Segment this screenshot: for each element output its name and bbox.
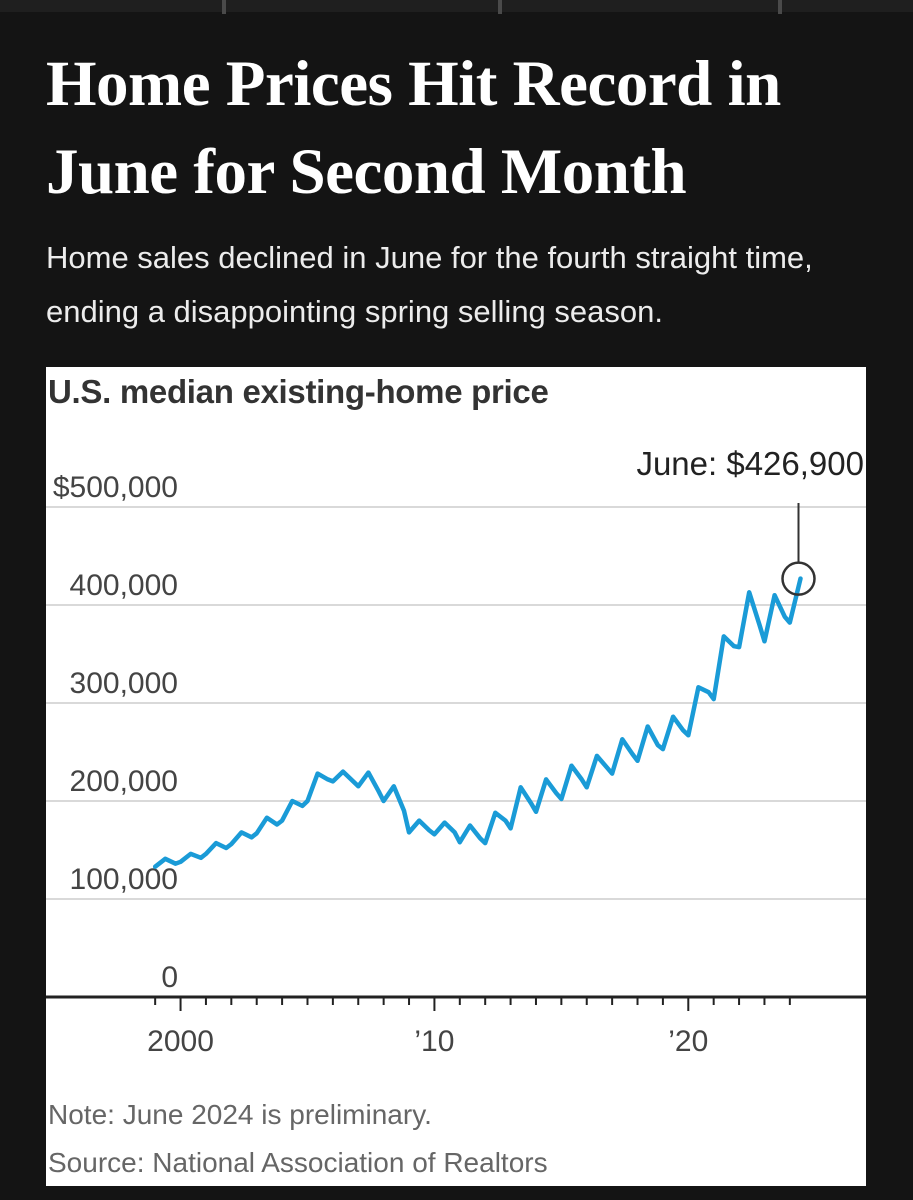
x-tick-label: 2000 [147, 1025, 214, 1058]
annotation-circle [781, 561, 816, 596]
chart-title: U.S. median existing-home price [48, 373, 549, 410]
y-tick-label: 100,000 [70, 863, 178, 896]
nav-divider [778, 0, 782, 14]
y-tick-label: $500,000 [53, 471, 178, 504]
dek: Home sales declined in June for the four… [46, 240, 813, 329]
y-tick-label: 200,000 [70, 765, 178, 798]
y-tick-label: 300,000 [70, 667, 178, 700]
y-tick-label: 400,000 [70, 569, 178, 602]
line-chart: 0 100,000 200,000 300,000 400,000 $500,000 200… [46, 445, 866, 1058]
top-navigation-strip [0, 0, 913, 14]
nav-tab[interactable] [502, 0, 778, 12]
price-series-line [152, 576, 803, 869]
chart-note: Note: June 2024 is preliminary. [48, 1099, 432, 1130]
chart-source: Source: National Association of Realtors [48, 1147, 548, 1178]
nav-tab[interactable] [226, 0, 498, 12]
nav-divider [498, 0, 502, 14]
chart-card: U.S. median existing-home price 0 100,000… [46, 367, 866, 1186]
x-tick-label: ’20 [668, 1025, 708, 1058]
nav-tab[interactable] [782, 0, 913, 12]
y-tick-label: 0 [161, 961, 178, 994]
annotation-label: June: $426,900 [636, 445, 864, 482]
nav-tab[interactable] [0, 0, 222, 12]
x-tick-label: ’10 [414, 1025, 454, 1058]
headline: Home Prices Hit Record in June for Secon… [46, 48, 781, 208]
nav-divider [222, 0, 226, 14]
